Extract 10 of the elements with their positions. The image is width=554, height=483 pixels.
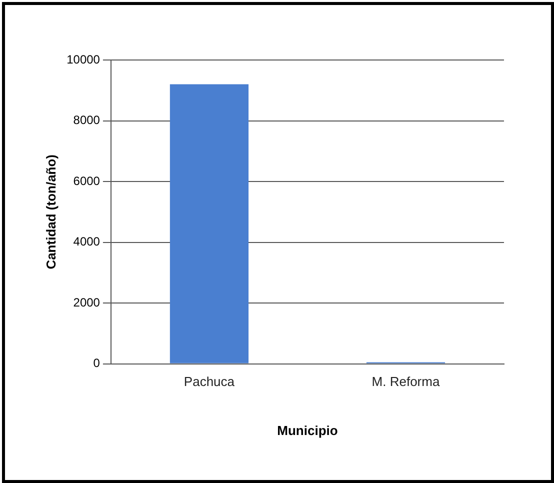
y-tick-label: 4000 bbox=[73, 234, 100, 249]
y-tick-label: 6000 bbox=[73, 174, 100, 188]
y-tick-label: 8000 bbox=[73, 113, 100, 128]
y-axis-title: Cantidad (ton/año) bbox=[43, 154, 58, 270]
y-tick-label: 0 bbox=[93, 356, 100, 370]
x-axis-title: Municipio bbox=[277, 422, 338, 438]
y-tick-label: 2000 bbox=[73, 295, 100, 310]
y-tick-label: 10000 bbox=[66, 52, 100, 66]
x-tick-label: M. Reforma bbox=[372, 374, 440, 390]
x-tick-label: Pachuca bbox=[184, 374, 236, 390]
